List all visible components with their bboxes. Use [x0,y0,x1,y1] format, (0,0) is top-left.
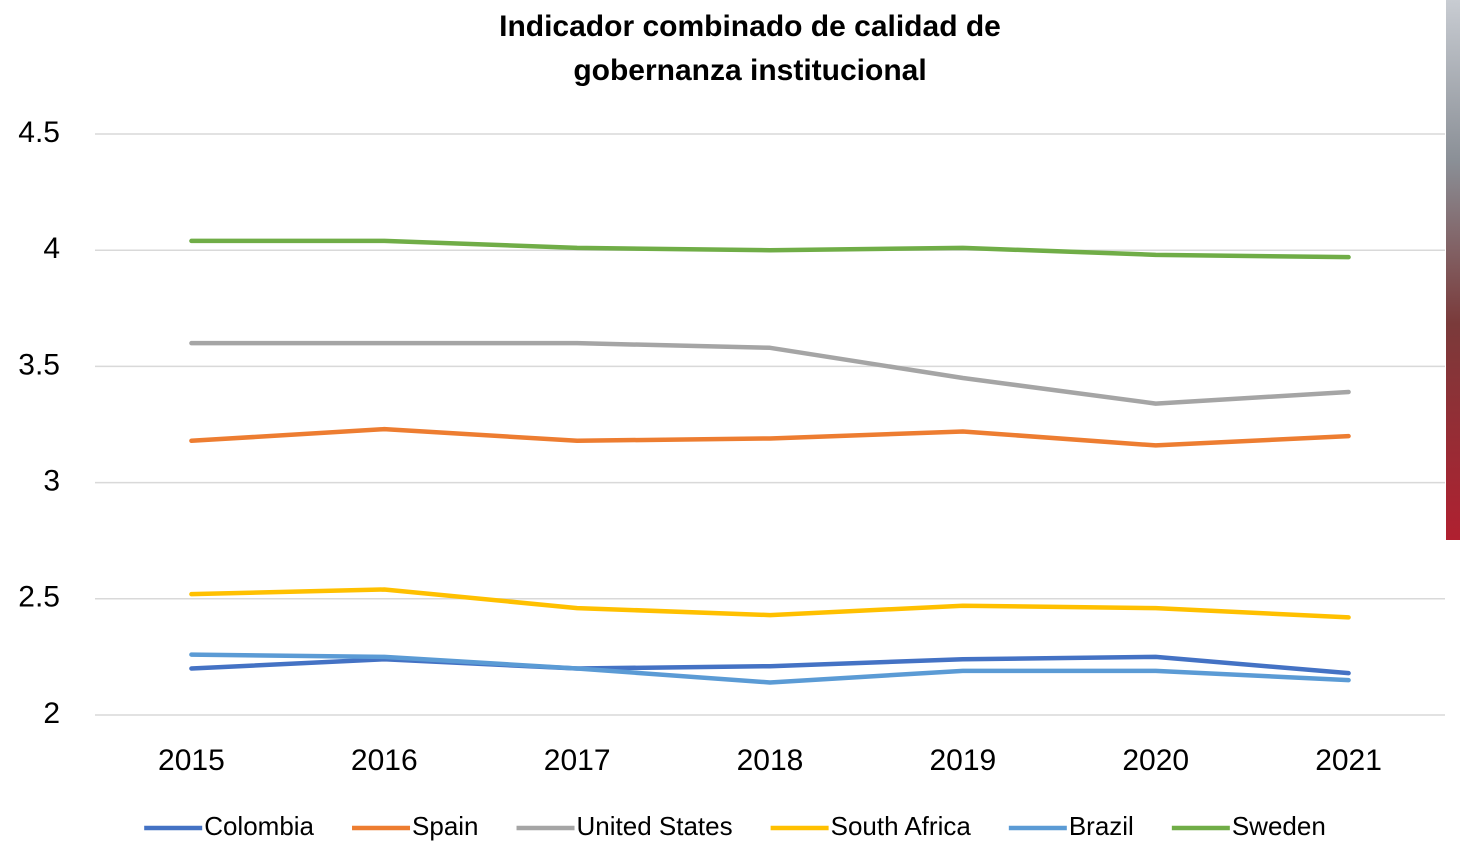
x-tick-label: 2018 [737,744,804,777]
x-tick-label: 2016 [351,744,418,777]
series-line [189,587,1351,620]
y-tick-label: 4.5 [18,116,60,149]
y-tick-label: 2.5 [18,581,60,614]
x-tick-label: 2021 [1315,744,1382,777]
y-tick-label: 3.5 [18,348,60,381]
side-image [1446,0,1460,540]
legend-label: South Africa [831,811,972,841]
series-line [189,654,1351,676]
y-tick-label: 3 [43,465,60,498]
legend-label: Spain [412,811,479,841]
x-tick-label: 2017 [544,744,611,777]
chart-title: Indicador combinado de calidad de [499,10,1001,43]
x-tick-label: 2015 [158,744,225,777]
x-tick-label: 2019 [929,744,996,777]
x-tick-label: 2020 [1122,744,1189,777]
series-line [189,238,1351,260]
legend-label: United States [577,811,733,841]
legend-label: Colombia [204,811,314,841]
legend-label: Brazil [1069,811,1134,841]
y-tick-label: 2 [43,697,60,730]
series-line [189,652,1351,685]
chart-title: gobernanza institucional [573,54,926,87]
y-tick-label: 4 [43,232,60,265]
series-line [189,340,1351,406]
series-line [189,426,1351,448]
legend-label: Sweden [1232,811,1326,841]
